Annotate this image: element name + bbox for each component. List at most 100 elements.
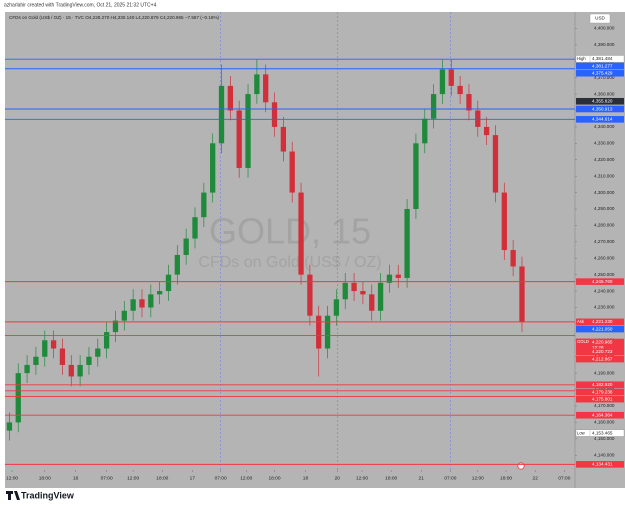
price-tag-box	[576, 338, 590, 346]
x-tick-label: 18:00	[269, 475, 281, 481]
brand[interactable]: TradingView	[21, 490, 75, 500]
price-label: 4,212.867	[592, 356, 613, 361]
price-label-box	[576, 411, 624, 419]
candle-body	[201, 192, 207, 218]
x-tick-label: 07:00	[444, 475, 456, 481]
candle-body	[351, 282, 357, 292]
candle-body	[68, 364, 74, 377]
candle-body	[236, 110, 242, 168]
candle-body	[50, 340, 57, 349]
candle-body	[369, 294, 375, 311]
candle-body	[307, 274, 313, 316]
candle-body	[519, 266, 525, 323]
candle-body	[121, 310, 127, 321]
y-tick-label: 4,340.000	[594, 124, 615, 129]
price-label-box	[576, 388, 624, 396]
x-tick-label: 20	[335, 475, 341, 481]
watermark-subtitle: CFDs on Gold (US$ / OZ)	[198, 254, 381, 271]
y-tick-label: 4,360.000	[594, 91, 615, 96]
y-tick-label: 4,240.000	[594, 288, 615, 293]
price-label: 4,381.484	[592, 56, 613, 61]
candle-body	[430, 94, 437, 119]
candle-body	[457, 85, 463, 95]
price-tag: Ask	[577, 319, 585, 324]
y-tick-label: 4,290.000	[594, 206, 615, 211]
y-tick-label: 4,260.000	[594, 255, 615, 260]
candle-body	[130, 299, 136, 311]
y-tick-label: 4,170.000	[594, 403, 615, 408]
price-label: 4,381.277	[592, 63, 613, 68]
y-tick-label: 4,250.000	[594, 272, 615, 277]
price-label: 4,375.429	[592, 71, 613, 76]
price-tag-box	[576, 318, 590, 326]
candle-body	[174, 254, 180, 275]
candle-body	[395, 274, 401, 278]
y-tick-label: 4,400.000	[594, 26, 615, 31]
candle-body	[157, 291, 163, 295]
candle-body	[271, 102, 278, 127]
alert-icon[interactable]	[517, 462, 525, 470]
currency-box[interactable]	[589, 13, 611, 24]
y-tick-label: 4,150.000	[594, 436, 615, 441]
x-tick-label: 12:00	[127, 475, 139, 481]
watermark-title: GOLD, 15	[209, 211, 371, 252]
x-tick-label: 12:00	[472, 475, 484, 481]
logo-mark[interactable]	[6, 491, 20, 500]
price-tag: Low	[577, 430, 586, 435]
x-tick-label: 22	[533, 475, 539, 481]
x-tick-label: 12:00	[240, 475, 252, 481]
candle-body	[483, 126, 490, 136]
logo[interactable]	[6, 491, 20, 500]
price-label: 4,182.920	[592, 382, 613, 387]
candle-body	[6, 422, 13, 431]
candle-body	[227, 85, 233, 111]
price-label-box	[576, 355, 624, 363]
plot-area	[5, 12, 575, 470]
candle-body	[148, 294, 154, 308]
price-label-box	[576, 278, 624, 285]
candle-body	[413, 143, 419, 209]
candle-body	[448, 69, 454, 86]
candle-body	[86, 356, 92, 365]
y-tick-label: 4,370.000	[594, 75, 615, 80]
candle-body	[254, 74, 260, 95]
candle-body	[15, 373, 21, 423]
y-tick-label: 4,280.000	[594, 223, 615, 228]
x-tick-label: 07:00	[101, 475, 113, 481]
y-tick-label: 4,300.000	[594, 190, 615, 195]
candle-body	[475, 110, 481, 127]
candle-body	[42, 340, 48, 357]
currency[interactable]: USD	[595, 16, 605, 21]
candle-body	[404, 208, 410, 278]
x-tick-label: 21	[419, 475, 425, 481]
y-tick-label: 4,140.000	[594, 452, 615, 457]
price-label: 4,153.465	[592, 430, 613, 435]
candle-body	[218, 85, 225, 144]
price-label-box	[576, 348, 624, 356]
candle-body	[139, 299, 145, 308]
price-label-box	[576, 116, 624, 123]
candle-body	[24, 364, 30, 374]
price-label: 4,175.801	[592, 396, 613, 401]
price-label-box	[576, 461, 624, 468]
candle-body	[33, 356, 39, 365]
y-tick-label: 4,160.000	[594, 420, 615, 425]
x-tick-label: 18:00	[385, 475, 397, 481]
candle-body	[298, 192, 304, 275]
price-tag-box	[575, 55, 591, 63]
price-label: 4,221.050	[592, 326, 613, 331]
candle-body	[360, 291, 366, 295]
candle-body	[289, 151, 295, 193]
price-label-box	[576, 62, 624, 70]
candle-body	[77, 364, 83, 377]
candle-body	[280, 126, 287, 152]
x-tick-label: 07:00	[558, 475, 570, 481]
countdown: 12:28	[592, 345, 604, 350]
candle-body	[510, 250, 516, 267]
time-axis	[5, 470, 625, 488]
x-tick-label: 18	[303, 475, 309, 481]
y-tick-label: 4,390.000	[594, 42, 615, 47]
candle-body	[386, 274, 393, 283]
x-tick-label: 18:00	[39, 475, 51, 481]
